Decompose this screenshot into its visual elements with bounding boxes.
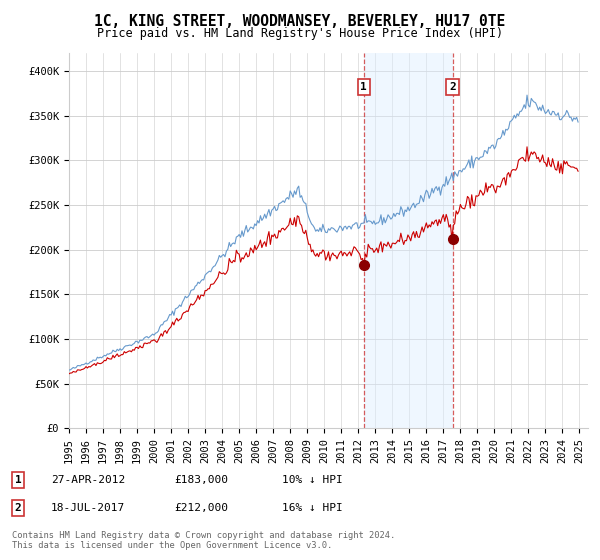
Text: 18-JUL-2017: 18-JUL-2017 [51, 503, 125, 513]
Text: £183,000: £183,000 [174, 475, 228, 485]
Text: 2: 2 [449, 82, 456, 92]
Text: 16% ↓ HPI: 16% ↓ HPI [282, 503, 343, 513]
Text: Contains HM Land Registry data © Crown copyright and database right 2024.
This d: Contains HM Land Registry data © Crown c… [12, 530, 395, 550]
Text: £212,000: £212,000 [174, 503, 228, 513]
Text: 1: 1 [14, 475, 22, 485]
Text: Price paid vs. HM Land Registry's House Price Index (HPI): Price paid vs. HM Land Registry's House … [97, 27, 503, 40]
Text: 1: 1 [361, 82, 367, 92]
Bar [364, 53, 452, 428]
Text: 1C, KING STREET, WOODMANSEY, BEVERLEY, HU17 0TE: 1C, KING STREET, WOODMANSEY, BEVERLEY, H… [94, 14, 506, 29]
Text: 27-APR-2012: 27-APR-2012 [51, 475, 125, 485]
Text: 10% ↓ HPI: 10% ↓ HPI [282, 475, 343, 485]
Text: 2: 2 [14, 503, 22, 513]
